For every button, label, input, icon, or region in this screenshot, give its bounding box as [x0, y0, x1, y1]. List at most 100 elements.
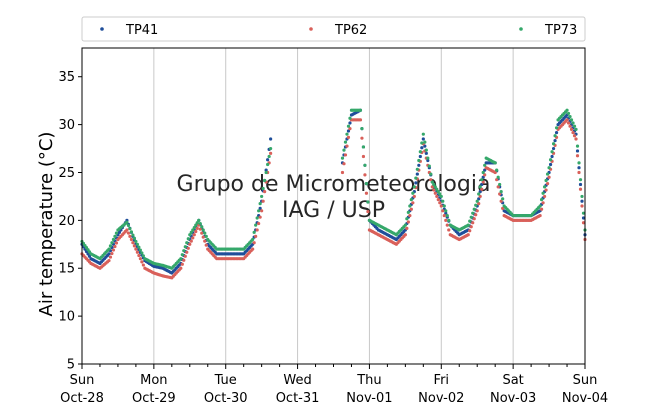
data-point [572, 134, 577, 138]
data-point [346, 129, 351, 133]
data-point [348, 121, 352, 125]
data-point [132, 244, 136, 248]
data-point [444, 209, 448, 213]
data-point [466, 223, 470, 227]
data-point [113, 244, 117, 249]
data-point [107, 252, 111, 256]
data-point [415, 167, 419, 171]
data-point [469, 215, 473, 219]
legend-marker-tp62 [309, 27, 313, 31]
data-point [566, 121, 571, 125]
data-point [254, 223, 258, 227]
data-point [568, 115, 572, 119]
data-point [135, 250, 139, 254]
data-point [439, 194, 443, 199]
data-point [565, 118, 569, 122]
data-point [128, 227, 132, 231]
data-point [430, 180, 434, 184]
data-point [539, 198, 544, 202]
data-point [131, 233, 135, 237]
x-tick-label: Oct-30 [204, 391, 248, 406]
data-point [478, 190, 482, 194]
data-point [358, 118, 363, 122]
data-point [493, 170, 497, 175]
data-point [348, 126, 352, 131]
data-point [114, 231, 119, 235]
data-point [191, 236, 195, 240]
data-point [200, 225, 204, 229]
data-point [481, 170, 485, 175]
data-point [191, 228, 195, 232]
data-point [433, 191, 437, 195]
data-point [204, 243, 208, 247]
data-point [545, 172, 550, 176]
data-point [251, 237, 255, 242]
legend-label-tp62: TP62 [334, 23, 367, 38]
data-point [179, 266, 183, 270]
data-point [542, 194, 547, 199]
data-point [137, 245, 141, 249]
data-point [538, 204, 542, 208]
data-point [550, 150, 554, 154]
data-point [441, 199, 445, 203]
data-point [409, 207, 413, 211]
data-point [477, 197, 481, 201]
data-point [409, 198, 413, 202]
data-point [140, 251, 144, 255]
data-point [364, 182, 369, 186]
data-point [198, 221, 202, 226]
data-point [430, 185, 434, 189]
data-point [252, 241, 256, 245]
data-point [542, 185, 547, 189]
data-point [478, 185, 482, 189]
data-point [108, 244, 113, 248]
data-point [580, 204, 584, 208]
data-point [269, 137, 273, 141]
data-point [263, 190, 267, 194]
data-point [189, 239, 193, 243]
data-point [414, 176, 418, 180]
data-point [427, 164, 431, 168]
x-tick-label: Nov-02 [418, 391, 464, 406]
data-point [438, 192, 442, 196]
data-point [447, 218, 451, 222]
data-point [426, 158, 430, 163]
data-point [554, 130, 559, 135]
data-point [366, 200, 370, 204]
data-point [180, 253, 184, 257]
data-point [578, 182, 583, 187]
data-point [141, 263, 145, 267]
data-point [477, 192, 481, 196]
data-point [183, 245, 187, 249]
data-point [201, 235, 205, 239]
data-point [110, 251, 114, 256]
data-point [267, 154, 271, 159]
data-point [134, 247, 138, 251]
x-tick-label: Oct-29 [132, 391, 176, 406]
data-point [469, 225, 473, 229]
data-point [117, 230, 122, 234]
data-point [364, 191, 369, 195]
data-point [200, 231, 204, 235]
data-point [581, 211, 586, 215]
data-point [186, 237, 190, 241]
data-point [496, 175, 500, 179]
data-point [194, 223, 198, 227]
data-point [141, 254, 145, 258]
data-point [192, 233, 196, 237]
data-point [447, 228, 451, 232]
data-point [257, 209, 261, 213]
data-point [444, 218, 448, 222]
legend: TP41 TP62 TP73 [81, 16, 586, 42]
data-point [471, 221, 475, 225]
data-point [263, 178, 267, 183]
data-point [435, 194, 439, 199]
data-point [343, 153, 348, 157]
data-point [403, 233, 407, 237]
data-point [342, 162, 346, 166]
y-tick-label: 20 [58, 214, 75, 229]
data-point [468, 229, 472, 233]
data-point [468, 219, 472, 223]
data-point [266, 158, 270, 162]
